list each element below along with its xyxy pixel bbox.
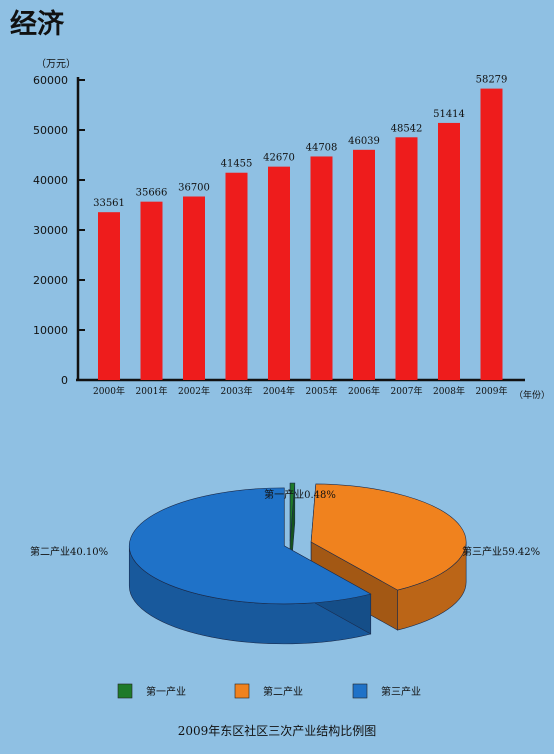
pie-slice-label: 第三产业59.42%: [462, 545, 540, 558]
legend-swatch: [117, 683, 133, 699]
bar: [480, 88, 503, 380]
x-tick-label: 2002年: [178, 385, 210, 397]
y-tick-label: 10000: [33, 324, 68, 337]
bar-value-label: 42670: [263, 153, 295, 164]
y-tick-label: 50000: [33, 124, 68, 137]
y-tick-label: 60000: [33, 74, 68, 87]
bar-chart: （万元） 0 10000 20000 30000 40000 50000 60000 33561…: [33, 58, 550, 401]
bar: [140, 201, 163, 380]
x-tick-label: 2008年: [433, 385, 465, 397]
bar: [268, 166, 290, 380]
x-tick-label: 2000年: [93, 385, 125, 397]
legend-swatch: [234, 683, 250, 699]
bar: [353, 149, 375, 380]
legend-label: 第二产业: [263, 685, 303, 698]
bar-value-label: 36700: [178, 183, 210, 194]
bar-value-label: 35666: [136, 188, 168, 199]
bar: [98, 212, 120, 380]
bar-value-label: 44708: [306, 142, 338, 153]
x-tick-label: 2006年: [348, 385, 380, 397]
bar-value-label: 58279: [476, 75, 508, 86]
x-tick-label: 2005年: [306, 385, 338, 397]
x-tick-label: 2004年: [263, 385, 295, 397]
y-axis-label: （万元）: [36, 58, 76, 70]
x-tick-label: 2003年: [221, 385, 253, 397]
pie-slice-label: 第一产业0.48%: [264, 488, 336, 501]
x-tick-label: 2001年: [136, 385, 168, 397]
bar: [395, 137, 418, 380]
x-axis-label: （年份）: [514, 389, 550, 401]
x-tick-label: 2009年: [476, 385, 508, 397]
pie-chart-caption: 2009年东区社区三次产业结构比例图: [177, 724, 377, 738]
y-tick-label: 0: [61, 374, 68, 387]
pie-slice: [129, 487, 372, 605]
bar: [225, 172, 248, 380]
bar-value-label: 33561: [93, 198, 125, 209]
y-tick-label: 40000: [33, 174, 68, 187]
pie-chart: 第一产业0.48% 第二产业40.10% 第三产业59.42% 第一产业 第二产业 第三产…: [30, 482, 540, 699]
bar: [183, 196, 205, 380]
pie-slice: [289, 482, 296, 542]
pie-slice: [310, 483, 467, 591]
legend-label: 第一产业: [146, 685, 186, 698]
legend-swatch: [352, 683, 368, 699]
legend-label: 第三产业: [381, 685, 421, 698]
bar: [438, 122, 460, 381]
pie-slice-label: 第二产业40.10%: [30, 545, 108, 558]
y-tick-label: 30000: [33, 224, 68, 237]
bar-value-label: 46039: [348, 136, 380, 147]
bar-value-label: 48542: [391, 123, 423, 134]
bar-value-label: 41455: [221, 159, 253, 170]
bar: [310, 156, 333, 380]
y-tick-label: 20000: [33, 274, 68, 287]
page-title: 经济: [10, 9, 64, 40]
x-tick-label: 2007年: [391, 385, 423, 397]
bar-value-label: 51414: [433, 109, 465, 120]
